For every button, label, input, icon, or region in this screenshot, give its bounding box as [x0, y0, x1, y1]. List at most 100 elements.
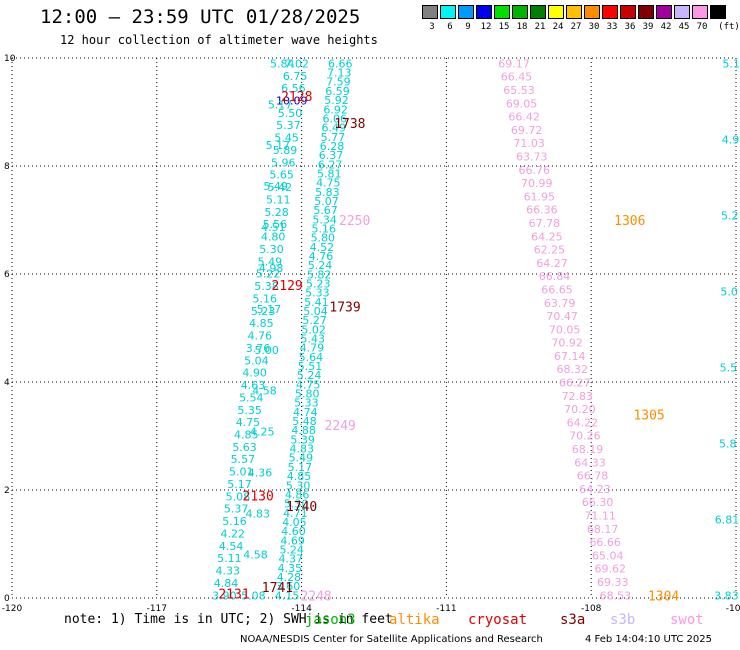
wave-height-value: 4.83	[290, 443, 315, 456]
wave-height-value: 4.85	[287, 470, 312, 483]
pass-time-label: 2248	[300, 589, 331, 604]
wave-height-value: 5.07	[314, 195, 339, 208]
wave-height-value: 4.37	[279, 553, 304, 566]
legend-swatch	[656, 5, 672, 19]
wave-height-value: 3.90	[212, 589, 237, 602]
wave-height-value: 5.17	[268, 98, 293, 111]
satellite-swot: swot	[670, 612, 704, 628]
legend-swatch	[566, 5, 582, 19]
wave-height-value: 6.81	[715, 513, 740, 526]
wave-height-value: 5.84	[270, 57, 295, 70]
legend-swatch	[548, 5, 564, 19]
wave-height-value: 4.76	[309, 250, 334, 263]
wave-height-value: 5.33	[294, 397, 319, 410]
wave-height-value: 7.59	[326, 76, 351, 89]
wave-height-value: 68.53	[600, 589, 632, 602]
wave-height-value: 5.49	[263, 180, 288, 193]
wave-height-value: 6.49	[322, 122, 347, 135]
legend-label: 3	[429, 22, 435, 32]
wave-height-value: 4.35	[278, 562, 303, 575]
wave-height-value: 66.27	[559, 377, 591, 390]
wave-height-value: 6.37	[319, 149, 344, 162]
wave-height-value: 5.22	[256, 268, 281, 281]
wave-height-value: 4.88	[291, 424, 316, 437]
pass-time-label: 2129	[271, 279, 302, 294]
wave-height-value: 5.41	[304, 296, 329, 309]
wave-height-value: 4.52	[310, 241, 335, 254]
legend-label: 70	[696, 22, 708, 32]
wave-height-value: 69.72	[511, 124, 543, 137]
wave-height-value: 68.17	[587, 523, 619, 536]
legend-swatch	[620, 5, 636, 19]
wave-height-value: 3.83	[714, 589, 739, 602]
wave-height-value: 69.33	[597, 576, 629, 589]
lat-tick-label: 6	[4, 270, 10, 280]
lat-tick-label: 4	[4, 378, 10, 388]
legend-swatch	[512, 5, 528, 19]
pass-time-label: 1306	[614, 214, 645, 229]
wave-height-value: 66.36	[526, 204, 558, 217]
wave-height-value: 5.82	[307, 268, 332, 281]
footer-timestamp: 4 Feb 14:04:10 UTC 2025	[585, 634, 712, 645]
wave-height-value: 10.09	[276, 95, 308, 108]
wave-height-value: 6.56	[281, 82, 306, 95]
wave-height-value: 5.35	[237, 404, 262, 417]
wave-height-value: 5.30	[286, 479, 311, 492]
wave-height-value: 70.05	[549, 323, 581, 336]
wave-height-value: 4.74	[293, 406, 318, 419]
wave-height-value: 5.0	[720, 285, 738, 298]
wave-height-value: 68.32	[557, 363, 589, 376]
wave-height-value: 5.24	[279, 543, 304, 556]
wave-height-value: 4.90	[242, 367, 267, 380]
legend-label: 27	[570, 22, 582, 32]
wave-height-value: 5.30	[284, 498, 309, 511]
wave-height-value: 67.78	[529, 217, 561, 230]
wave-height-value: 5.49	[258, 255, 283, 268]
wave-height-value: 5.11	[266, 193, 291, 206]
wave-height-value: 70.26	[569, 430, 601, 443]
wave-height-value: 4.83	[246, 507, 271, 520]
wave-height-value: 5.37	[224, 503, 249, 516]
wave-height-value: 71.11	[584, 510, 616, 523]
wave-height-value: 66.76	[518, 164, 550, 177]
wave-height-value: 4.86	[285, 488, 310, 501]
legend-label: 15	[498, 22, 510, 32]
legend-label: 36	[624, 22, 636, 32]
wave-height-value: 5.27	[302, 314, 327, 327]
legend-swatch	[458, 5, 474, 19]
legend-label: 21	[534, 22, 546, 32]
legend-swatch	[476, 5, 492, 19]
wave-height-value: 64.22	[567, 416, 599, 429]
wave-height-value: 66.45	[501, 71, 533, 84]
wave-height-value: 65.53	[503, 84, 535, 97]
wave-height-value: 4.60	[281, 525, 306, 538]
wave-height-value: 66.42	[508, 111, 540, 124]
wave-height-value: 69.17	[498, 57, 530, 70]
wave-height-value: 5.8	[719, 437, 737, 450]
wave-height-value: 5.23	[306, 277, 331, 290]
wave-height-value: 71.03	[513, 137, 545, 150]
wave-height-value: 62.25	[534, 244, 566, 257]
wave-height-value: 5.43	[301, 333, 326, 346]
wave-height-value: 6.28	[320, 140, 345, 153]
wave-height-value: 5.92	[324, 94, 349, 107]
wave-height-value: 5.89	[273, 144, 298, 157]
lat-tick-label: 10	[4, 54, 16, 64]
satellite-s3b: s3b	[610, 612, 636, 628]
wave-height-value: 70.20	[564, 403, 596, 416]
wave-height-value: 6.06	[322, 112, 347, 125]
satellite-s3a: s3a	[560, 612, 586, 628]
legend-swatch	[602, 5, 618, 19]
wave-height-value: 5.16	[253, 292, 278, 305]
wave-height-value: 5.50	[278, 107, 303, 120]
wave-height-value: 4.58	[252, 385, 277, 398]
lon-tick-label: -108	[581, 604, 602, 614]
wave-height-value: 64.27	[536, 257, 568, 270]
wave-height-value: 5.51	[298, 360, 323, 373]
wave-height-value: 66.65	[541, 283, 573, 296]
wave-height-value: 63.79	[544, 297, 576, 310]
wave-height-value: 4.79	[300, 342, 325, 355]
wave-height-value: 5.45	[274, 132, 299, 145]
wave-height-value: 5.28	[264, 206, 289, 219]
pass-time-label: 2128	[281, 90, 312, 105]
